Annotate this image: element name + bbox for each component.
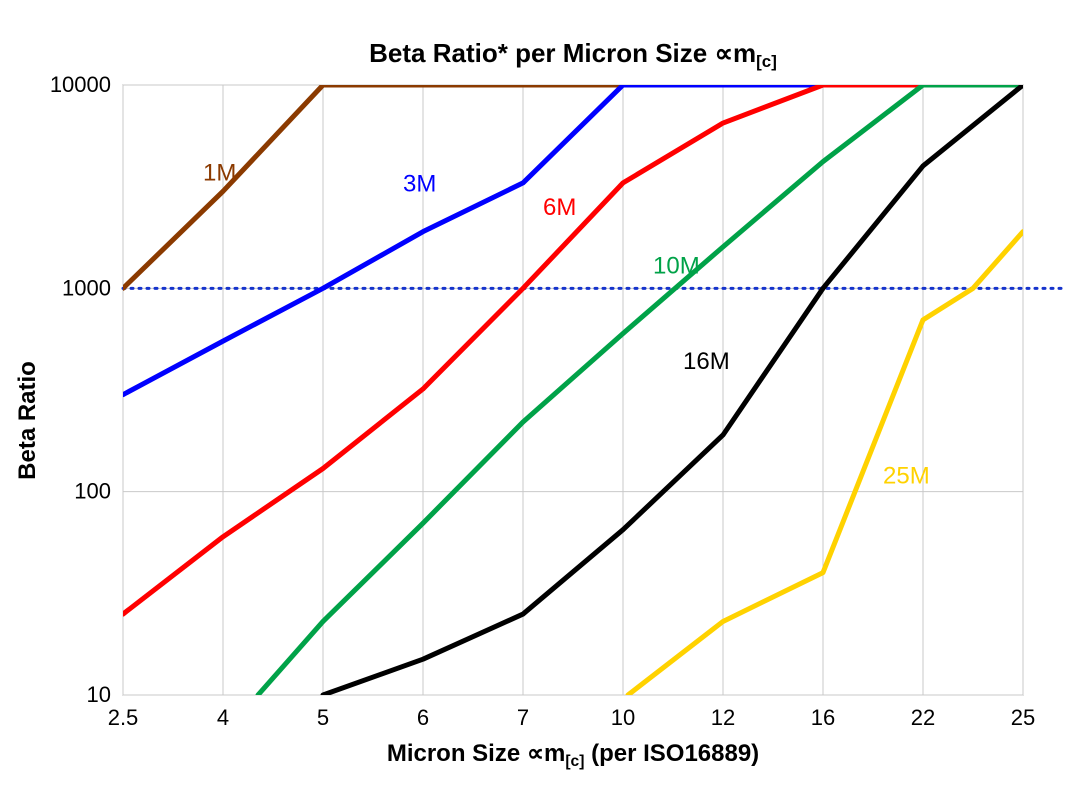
beta-ratio-chart: 1M 3M 6M 10M 16M 25M 10 100 1000 10000 2.5 4 5 6 7 10 12…	[0, 0, 1084, 798]
y-tick-label: 10000	[50, 72, 111, 97]
y-tick-label: 100	[74, 479, 111, 504]
x-tick-label: 16	[811, 705, 835, 730]
x-tick-label: 25	[1011, 705, 1035, 730]
x-tick-label: 4	[217, 705, 229, 730]
y-axis-label: Beta Ratio	[14, 361, 41, 480]
series-label-10M: 10M	[653, 253, 700, 280]
series-label-6M: 6M	[543, 194, 576, 221]
y-tick-label: 1000	[62, 275, 111, 300]
y-tick-label: 10	[87, 682, 111, 707]
series-label-3M: 3M	[403, 170, 436, 197]
x-tick-label: 6	[417, 705, 429, 730]
x-tick-label: 22	[911, 705, 935, 730]
x-tick-label: 12	[711, 705, 735, 730]
series-label-1M: 1M	[203, 159, 236, 186]
series-label-16M: 16M	[683, 348, 730, 375]
x-tick-label: 10	[611, 705, 635, 730]
series-label-25M: 25M	[883, 462, 930, 489]
x-tick-label: 7	[517, 705, 529, 730]
x-tick-label: 2.5	[108, 705, 139, 730]
chart-title: Beta Ratio* per Micron Size ∝m[c]	[369, 38, 777, 71]
x-tick-label: 5	[317, 705, 329, 730]
